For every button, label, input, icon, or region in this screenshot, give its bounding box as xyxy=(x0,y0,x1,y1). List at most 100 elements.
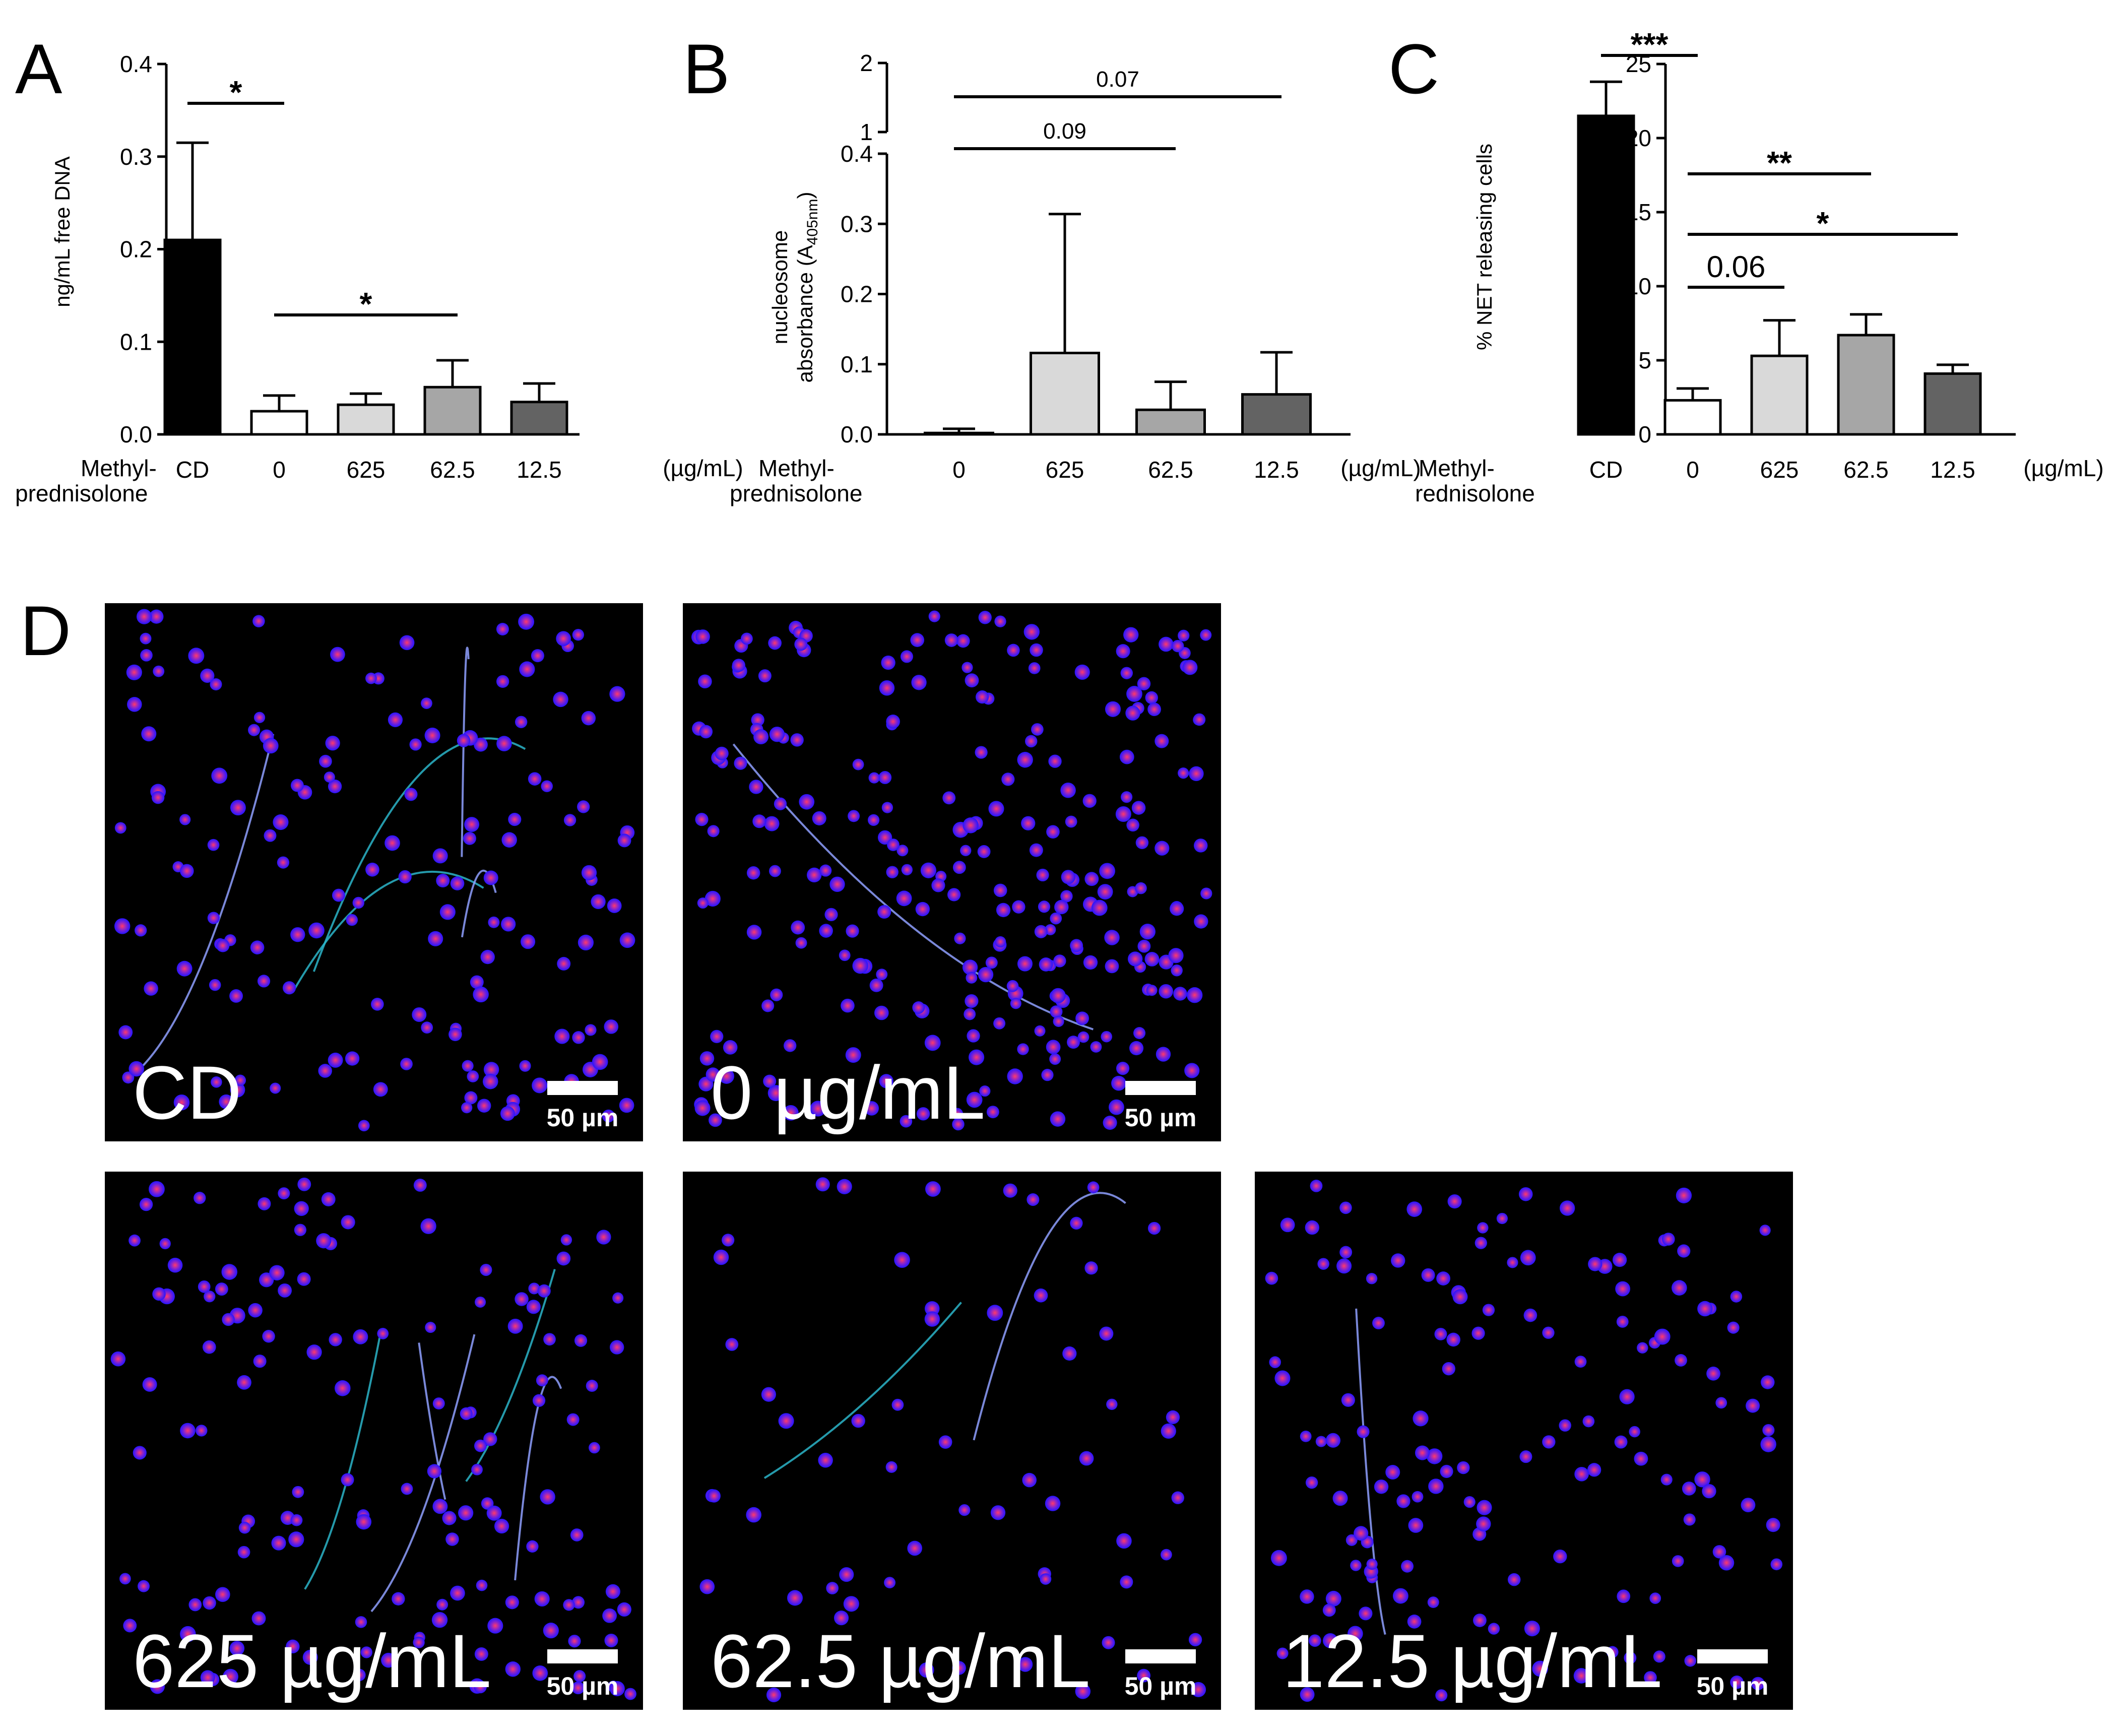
cell xyxy=(1038,901,1051,913)
cell xyxy=(297,1177,311,1191)
panel-c-row-label-line2: rednisolone xyxy=(1415,480,1535,506)
cell xyxy=(198,1280,211,1293)
cell xyxy=(1034,1025,1046,1037)
cell xyxy=(328,779,342,794)
cell xyxy=(399,635,415,651)
cell xyxy=(371,997,384,1011)
cell xyxy=(1730,1675,1744,1689)
cell xyxy=(996,903,1011,918)
cell xyxy=(864,1101,879,1116)
cell xyxy=(461,1102,473,1114)
cell xyxy=(764,816,780,831)
cell xyxy=(252,615,265,627)
cell xyxy=(963,817,979,833)
panel-a-category-label: 12.5 xyxy=(517,457,562,483)
cell xyxy=(563,1599,575,1611)
cell xyxy=(1137,939,1151,953)
panel-letter-c: C xyxy=(1388,29,1439,108)
cell xyxy=(442,1511,457,1525)
cell xyxy=(318,1064,332,1078)
panel-a-unit-label: (µg/mL) xyxy=(663,455,743,481)
cell xyxy=(1146,985,1158,996)
cell xyxy=(234,1074,246,1086)
cell xyxy=(818,1453,833,1468)
cell xyxy=(1339,1246,1353,1259)
cell xyxy=(210,678,222,691)
cell xyxy=(149,609,164,624)
cell xyxy=(885,1461,897,1473)
cell xyxy=(1116,1533,1132,1549)
cell xyxy=(1619,1389,1635,1404)
cell xyxy=(176,960,193,977)
net-fiber xyxy=(418,1342,446,1500)
cell xyxy=(1084,1261,1098,1275)
cell xyxy=(1341,1393,1355,1407)
cell xyxy=(966,1091,983,1108)
cell xyxy=(707,1489,721,1503)
cell xyxy=(1075,1011,1089,1025)
panel-b-y-tick-label-upper: 1 xyxy=(860,119,873,145)
panel-a-significance-label: * xyxy=(360,286,372,322)
cell xyxy=(202,1340,216,1354)
panel-b-y-axis-title-main: absorbance (A xyxy=(793,245,817,382)
cell xyxy=(1127,951,1143,967)
cell xyxy=(960,845,972,857)
panel-a-y-tick-label: 0.3 xyxy=(120,144,152,170)
cell xyxy=(1049,1053,1061,1065)
cell xyxy=(1070,939,1083,952)
cell xyxy=(421,1021,433,1034)
cell xyxy=(460,1407,473,1420)
cell xyxy=(829,876,845,892)
cell xyxy=(845,1047,861,1063)
cell xyxy=(605,1584,620,1599)
cell xyxy=(474,1647,488,1661)
cell xyxy=(474,1680,487,1694)
net-fiber xyxy=(763,1302,962,1479)
cell xyxy=(1428,1478,1444,1494)
cell xyxy=(114,918,131,934)
cell xyxy=(345,1051,360,1066)
cell xyxy=(617,833,631,848)
cell xyxy=(1518,1187,1533,1201)
cell xyxy=(1193,713,1206,726)
cell xyxy=(432,1397,445,1410)
cell xyxy=(1574,1466,1589,1482)
cell xyxy=(1028,662,1041,674)
cell xyxy=(824,908,838,921)
cell xyxy=(1560,1200,1575,1216)
cell xyxy=(425,1322,436,1333)
cell xyxy=(602,1109,615,1123)
panel-b-y-tick-label: 0.4 xyxy=(841,141,873,167)
cell xyxy=(151,791,165,804)
panel-c-category-label: 0 xyxy=(1686,457,1699,483)
cell xyxy=(127,697,142,712)
cell xyxy=(358,1120,370,1132)
cell xyxy=(1463,1496,1476,1508)
cell xyxy=(129,1234,141,1247)
cell xyxy=(501,917,516,932)
cell xyxy=(1616,1316,1629,1328)
cell xyxy=(763,1074,777,1088)
cell xyxy=(432,1499,448,1514)
cell xyxy=(1760,1436,1776,1452)
cell xyxy=(1155,841,1170,856)
panel-letter-d: D xyxy=(20,591,71,670)
cell xyxy=(886,866,899,878)
cell xyxy=(306,1344,322,1360)
cell xyxy=(123,1619,137,1633)
cell xyxy=(519,661,535,677)
cell xyxy=(1171,639,1184,653)
panel-b-y-axis-title-subscript: 405nm xyxy=(804,199,821,245)
cell xyxy=(1637,1342,1648,1354)
cell xyxy=(617,1602,631,1617)
cell xyxy=(740,632,753,645)
cell xyxy=(1406,1201,1423,1217)
cell xyxy=(286,1639,300,1654)
cell xyxy=(976,690,989,704)
cell xyxy=(819,924,833,937)
cell xyxy=(237,1375,251,1390)
cell xyxy=(1675,1354,1687,1367)
cell xyxy=(761,999,775,1012)
cell xyxy=(1553,1549,1567,1564)
